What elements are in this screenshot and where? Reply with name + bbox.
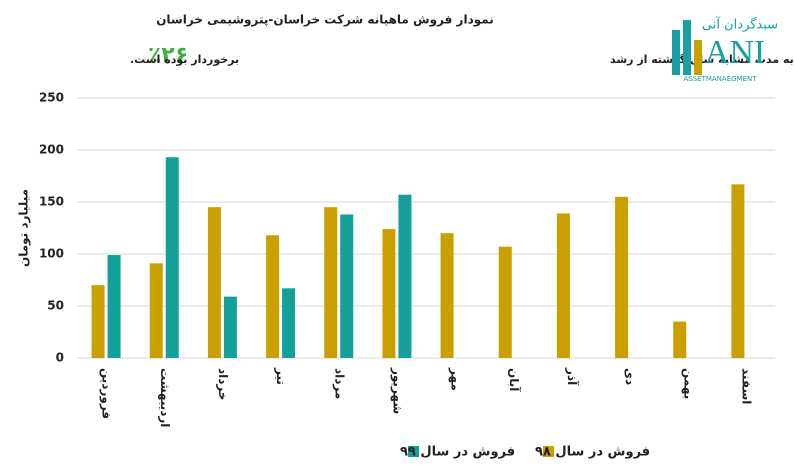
bar [673,321,687,358]
x-tick-label: اسفند [739,368,753,404]
bar [324,207,338,358]
y-tick-label: 100 [39,247,64,261]
x-tick-label: دی [623,368,637,385]
bar [207,207,221,358]
x-tick-label: آذر [565,367,580,386]
y-tick-label: 250 [39,91,64,105]
bar [107,255,121,358]
logo-brand: سبدگردان آنی [702,16,778,33]
y-axis-title: میلیارد تومان [17,189,32,267]
logo: سبدگردان آنی ANI ASSETMANAEGMENT [672,16,778,83]
y-tick-label: 150 [39,195,64,209]
bar [91,285,105,358]
y-tick-label: 50 [47,299,64,313]
logo-company: ASSETMANAEGMENT [683,75,757,83]
bar [498,246,512,358]
x-tick-label: مهر [449,367,463,391]
legend-swatch [408,446,419,457]
logo-bar [694,40,702,75]
chart-title: نمودار فروش ماهیانه شرکت خراسان-پتروشیمی… [156,13,494,28]
x-tick-label: بهمن [681,368,695,399]
bar [556,213,570,358]
subtitle-end: برخوردار بوده است. [130,53,239,66]
logo-mark: ANI [705,34,765,71]
x-tick-label: خرداد [216,368,230,401]
logo-bar [683,20,691,75]
legend-swatch [543,446,554,457]
y-tick-label: 200 [39,143,64,157]
x-tick-label: اردیبهشت [158,368,172,427]
bar [731,184,745,358]
legend-label: فروش در سال ۹۹ [400,445,515,460]
highlight: ٪۲۶ [148,43,188,68]
legend-label: فروش در سال ۹۸ [535,445,650,460]
bar [615,196,629,358]
bar [382,229,396,358]
x-tick-label: شهریور [389,367,404,414]
x-tick-label: مرداد [332,368,346,399]
bar [266,235,280,358]
bar [223,296,237,358]
bar [282,288,296,358]
x-tick-label: فروردین [99,368,114,419]
bar [165,157,179,358]
bar [440,233,454,358]
logo-bar [672,30,680,75]
bar [398,194,412,358]
bar [340,214,354,358]
x-tick-label: آبان [507,368,522,392]
y-tick-label: 0 [56,351,64,365]
x-tick-label: تیر [274,367,288,385]
bar [149,263,163,358]
